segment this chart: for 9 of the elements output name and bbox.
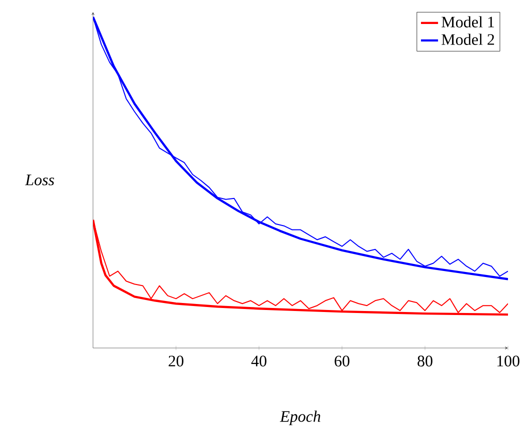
x-axis-title: Epoch bbox=[280, 410, 320, 426]
y-axis-title: Loss bbox=[25, 174, 54, 186]
x-tick-label: 40 bbox=[251, 356, 266, 366]
legend-label: Model 1 bbox=[442, 16, 494, 28]
x-tick-label: 60 bbox=[334, 356, 350, 366]
x-tick-label: 20 bbox=[168, 356, 184, 366]
legend-label: Model 2 bbox=[442, 34, 494, 45]
x-tick-label: 100 bbox=[497, 356, 520, 366]
x-tick-label: 80 bbox=[418, 356, 432, 366]
